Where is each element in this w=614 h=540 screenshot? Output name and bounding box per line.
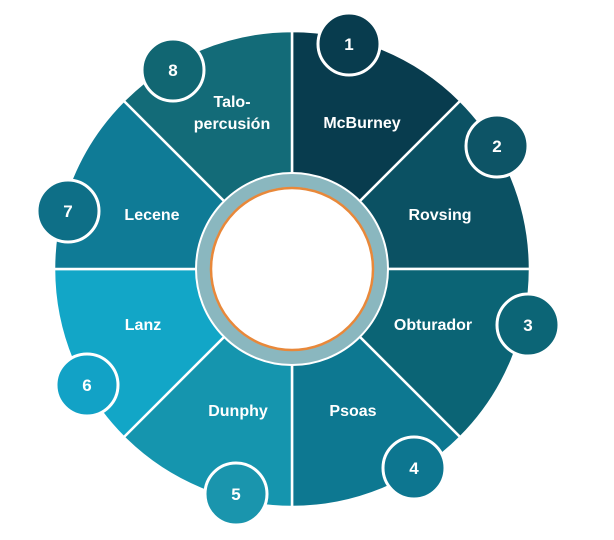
number-badge-3: 3 [495,292,561,358]
segment-label-1: McBurney [323,115,400,132]
segment-label-line: percusión [194,116,270,133]
segment-label-4: Psoas [329,403,376,420]
badge-circle [464,113,530,179]
segment-label-6: Lanz [125,317,161,334]
badge-circle [35,178,101,244]
segment-label-line: Psoas [329,403,376,420]
number-badge-2: 2 [464,113,530,179]
segment-label-5: Dunphy [208,403,268,420]
segment-label-line: Talo- [213,94,250,111]
badge-number: 1 [344,35,353,54]
badge-number: 7 [63,202,72,221]
badge-number: 5 [231,485,240,504]
badge-circle [140,37,206,103]
badge-circle [495,292,561,358]
badge-number: 2 [492,137,501,156]
wheel-center [195,172,389,366]
segment-label-7: Lecene [124,207,179,224]
badge-circle [54,352,120,418]
number-badge-5: 5 [203,461,269,527]
segment-label-line: Obturador [394,317,472,334]
number-badges: 1 2 3 4 5 6 7 8 [35,11,561,527]
segment-label-2: Rovsing [408,207,471,224]
segment-labels: McBurney Rovsing Obturador Psoas Dunphy Lanz L… [124,94,472,420]
badge-circle [316,11,382,77]
number-badge-6: 6 [54,352,120,418]
number-badge-4: 4 [381,435,447,501]
segment-label-line: Dunphy [208,403,268,420]
segment-label-line: Lanz [125,317,161,334]
segment-label-line: Rovsing [408,207,471,224]
segment-label-8: Talo-percusión [194,94,270,133]
number-badge-1: 1 [316,11,382,77]
segment-label-line: Lecene [124,207,179,224]
badge-circle [203,461,269,527]
segment-label-3: Obturador [394,317,472,334]
badge-number: 3 [523,316,532,335]
center-accent-ring [209,186,375,352]
number-badge-8: 8 [140,37,206,103]
badge-number: 4 [409,459,419,478]
badge-number: 8 [168,61,177,80]
badge-number: 6 [82,376,91,395]
badge-circle [381,435,447,501]
number-badge-7: 7 [35,178,101,244]
segment-label-line: McBurney [323,115,400,132]
center-circle [210,187,374,351]
